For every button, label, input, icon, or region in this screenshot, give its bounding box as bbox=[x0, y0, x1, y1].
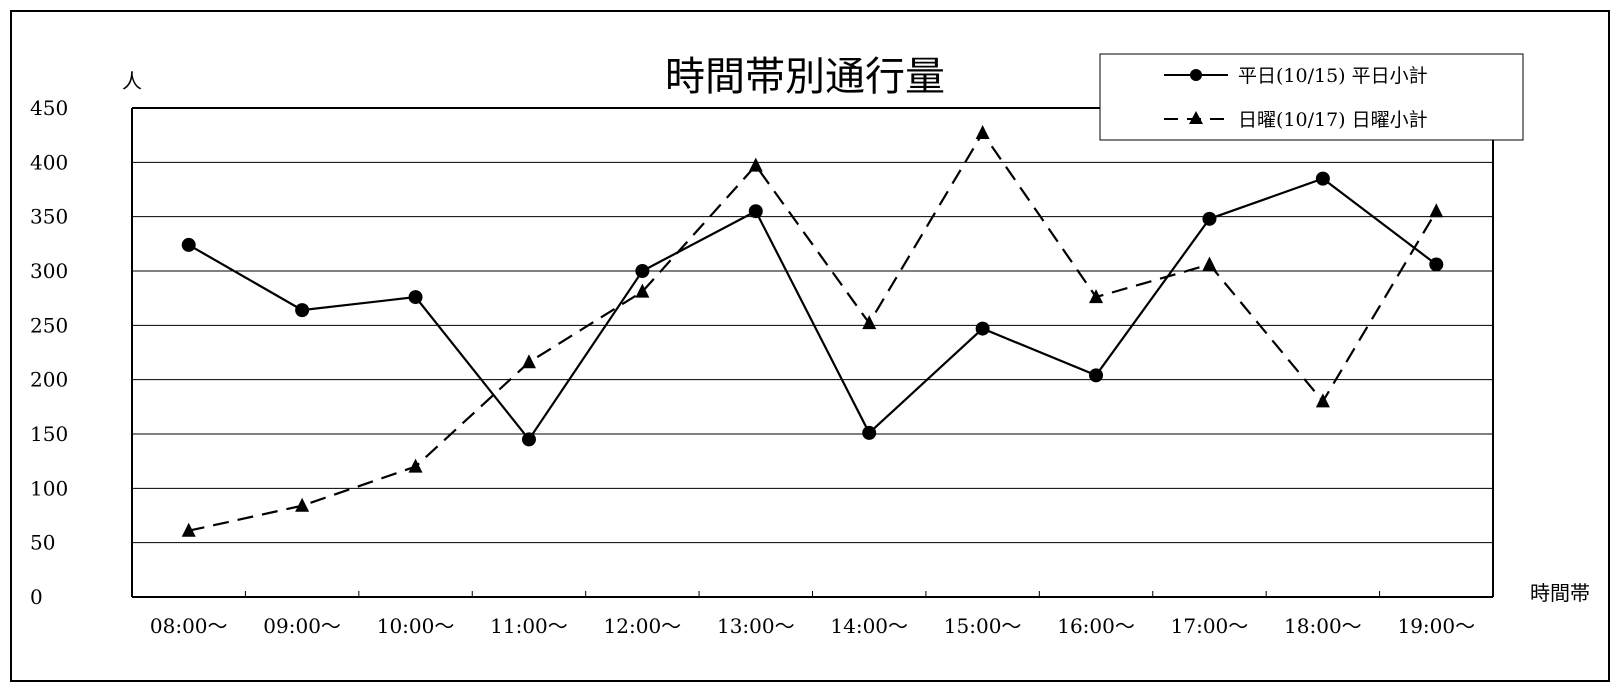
data-point-triangle bbox=[748, 157, 763, 172]
data-point-circle bbox=[748, 204, 763, 219]
y-tick-label: 350 bbox=[30, 205, 68, 229]
x-tick-label: 09:00～ bbox=[263, 614, 341, 638]
data-point-circle bbox=[635, 264, 650, 278]
y-tick-label: 50 bbox=[30, 531, 55, 555]
legend: 平日(10/15) 平日小計 日曜(10/17) 日曜小計 bbox=[1099, 53, 1524, 141]
x-tick-label: 13:00～ bbox=[717, 614, 795, 638]
data-point-circle bbox=[408, 290, 423, 305]
x-tick-label: 08:00～ bbox=[150, 614, 228, 638]
legend-marker-weekday bbox=[1190, 69, 1202, 81]
data-point-triangle bbox=[181, 522, 196, 537]
data-point-triangle bbox=[975, 124, 990, 139]
data-point-circle bbox=[1089, 368, 1104, 383]
y-tick-label: 100 bbox=[30, 476, 68, 500]
data-point-circle bbox=[862, 425, 877, 440]
x-tick-label: 15:00～ bbox=[944, 614, 1022, 638]
y-tick-label: 450 bbox=[30, 96, 68, 120]
data-point-triangle bbox=[295, 497, 310, 512]
x-tick-label: 18:00～ bbox=[1284, 614, 1362, 638]
data-point-circle bbox=[295, 303, 310, 318]
data-point-circle bbox=[521, 432, 536, 447]
axes bbox=[131, 107, 1494, 598]
y-tick-label: 0 bbox=[30, 585, 43, 609]
tick-labels: 0 50 100 150 200 250 300 350 400 450 08:00～ 09:00～ 1… bbox=[30, 96, 1475, 638]
x-tick-label: 14:00～ bbox=[830, 614, 908, 638]
x-axis-label: 時間帯 bbox=[1530, 581, 1590, 605]
y-tick-label: 150 bbox=[30, 422, 68, 446]
data-point-triangle bbox=[521, 354, 536, 369]
x-tick-label: 12:00～ bbox=[604, 614, 682, 638]
data-point-triangle bbox=[408, 458, 423, 473]
series-layer bbox=[181, 124, 1444, 537]
data-point-circle bbox=[1202, 211, 1217, 226]
x-tick-label: 19:00～ bbox=[1397, 614, 1475, 638]
legend-marker-sunday bbox=[1189, 111, 1203, 124]
series-2 bbox=[181, 124, 1444, 537]
legend-label-sunday: 日曜(10/17) 日曜小計 bbox=[1238, 109, 1428, 131]
data-point-circle bbox=[181, 237, 196, 252]
y-tick-label: 400 bbox=[30, 150, 68, 174]
data-point-circle bbox=[1429, 257, 1444, 272]
data-point-circle bbox=[975, 321, 990, 336]
y-tick-label: 250 bbox=[30, 313, 68, 337]
x-tick-label: 16:00～ bbox=[1057, 614, 1135, 638]
series-line-2 bbox=[188, 130, 1438, 532]
data-point-triangle bbox=[1429, 203, 1444, 218]
data-point-triangle bbox=[635, 283, 650, 298]
x-tick-label: 10:00～ bbox=[377, 614, 455, 638]
y-tick-label: 300 bbox=[30, 259, 68, 283]
y-axis-unit: 人 bbox=[122, 69, 142, 93]
data-point-triangle bbox=[1089, 289, 1104, 304]
chart-title: 時間帯別通行量 bbox=[665, 54, 945, 100]
legend-box bbox=[1099, 53, 1524, 141]
data-point-circle bbox=[1315, 171, 1330, 186]
series-1 bbox=[181, 171, 1444, 447]
y-tick-label: 200 bbox=[30, 368, 68, 392]
data-point-triangle bbox=[862, 315, 877, 330]
x-tick-label: 17:00～ bbox=[1171, 614, 1249, 638]
series-line-1 bbox=[188, 177, 1437, 442]
gridlines bbox=[132, 107, 1493, 544]
data-point-triangle bbox=[1315, 393, 1330, 408]
legend-label-weekday: 平日(10/15) 平日小計 bbox=[1238, 65, 1428, 87]
data-point-triangle bbox=[1202, 256, 1217, 271]
x-tick-label: 11:00～ bbox=[490, 614, 568, 638]
